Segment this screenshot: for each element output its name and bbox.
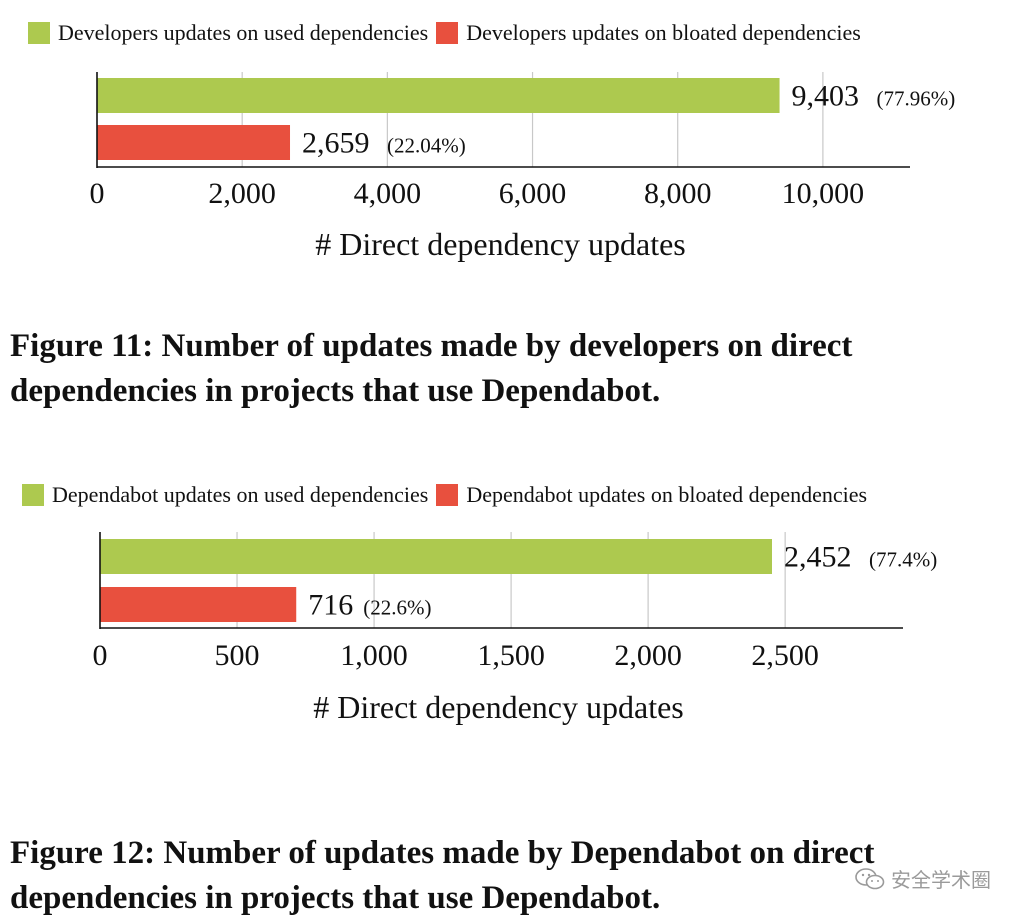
figure-11-caption: Figure 11: Number of updates made by dev… bbox=[10, 328, 853, 409]
watermark: 安全学术圈 bbox=[855, 864, 991, 893]
watermark-text: 安全学术圈 bbox=[891, 868, 991, 892]
legend-figure-11: Developers updates on used dependencies … bbox=[28, 20, 861, 46]
x-tick-label: 2,000 bbox=[208, 177, 276, 210]
figure-12-chart: 2,452 (77.4%) 716 (22.6%) 0 500 1,000 1,500 2,00… bbox=[93, 532, 937, 725]
legend-item-used: Dependabot updates on used dependencies bbox=[22, 482, 428, 508]
legend-swatch-used bbox=[28, 22, 50, 44]
x-tick-label: 10,000 bbox=[782, 177, 865, 210]
bar bbox=[100, 587, 297, 622]
bar-percent-label: (77.4%) bbox=[869, 548, 937, 572]
x-axis-title: # Direct dependency updates bbox=[313, 689, 684, 725]
wechat-icon bbox=[855, 867, 885, 889]
x-tick-label: 2,000 bbox=[614, 639, 682, 672]
bar bbox=[97, 125, 291, 160]
figure-12-caption: Figure 12: Number of updates made by Dep… bbox=[10, 835, 875, 916]
bar-value-label: 9,403 bbox=[792, 80, 860, 113]
legend-label-bloated: Developers updates on bloated dependenci… bbox=[466, 20, 861, 45]
x-tick-label: 500 bbox=[215, 639, 260, 672]
bar-value-label: 716 bbox=[308, 589, 353, 622]
x-tick-label: 1,000 bbox=[340, 639, 408, 672]
legend-swatch-used bbox=[22, 484, 44, 506]
bar bbox=[97, 78, 780, 113]
bar bbox=[100, 539, 772, 574]
legend-item-bloated: Developers updates on bloated dependenci… bbox=[436, 20, 861, 46]
bar-percent-label: (22.6%) bbox=[363, 596, 431, 620]
bar-value-label: 2,659 bbox=[302, 127, 370, 160]
x-tick-label: 1,500 bbox=[477, 639, 545, 672]
x-tick-label: 0 bbox=[90, 177, 105, 210]
x-tick-label: 6,000 bbox=[499, 177, 567, 210]
legend-item-bloated: Dependabot updates on bloated dependenci… bbox=[436, 482, 867, 508]
legend-swatch-bloated bbox=[436, 484, 459, 506]
x-axis-title: # Direct dependency updates bbox=[315, 226, 686, 262]
x-tick-label: 4,000 bbox=[354, 177, 422, 210]
legend-label-used: Dependabot updates on used dependencies bbox=[52, 482, 429, 507]
bar-percent-label: (77.96%) bbox=[877, 87, 956, 111]
legend-label-used: Developers updates on used dependencies bbox=[58, 20, 429, 45]
legend-swatch-bloated bbox=[436, 22, 459, 44]
x-tick-label: 0 bbox=[93, 639, 108, 672]
x-tick-label: 8,000 bbox=[644, 177, 712, 210]
legend-figure-12: Dependabot updates on used dependencies … bbox=[22, 482, 867, 508]
figure-11-chart: 9,403 (77.96%) 2,659 (22.04%) 0 2,000 4,000 6,0… bbox=[90, 72, 956, 262]
legend-item-used: Developers updates on used dependencies bbox=[28, 20, 428, 46]
bar-percent-label: (22.04%) bbox=[387, 134, 466, 158]
legend-label-bloated: Dependabot updates on bloated dependenci… bbox=[466, 482, 868, 507]
bar-value-label: 2,452 bbox=[784, 541, 852, 574]
x-tick-label: 2,500 bbox=[751, 639, 819, 672]
